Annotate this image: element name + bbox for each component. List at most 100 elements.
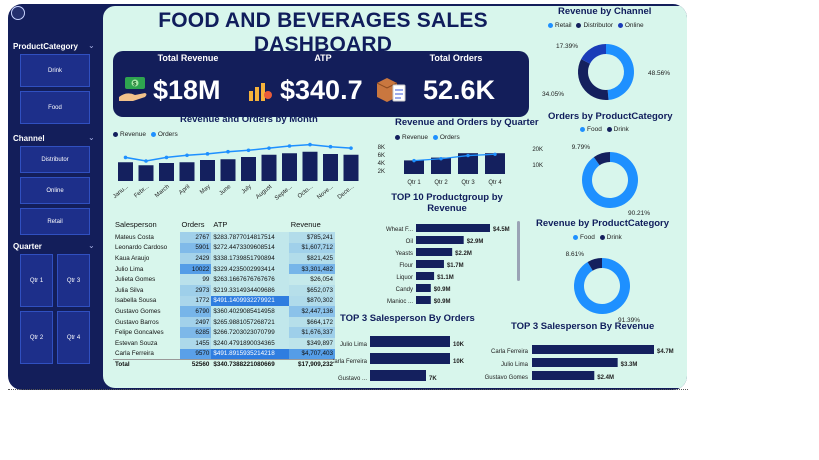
category-label: Gustavo Gomes — [485, 375, 528, 381]
slicer-food-button[interactable]: Food — [20, 91, 90, 124]
revenue-bar — [138, 165, 154, 181]
x-tick-label: Qtr 4 — [488, 180, 502, 186]
orders-point — [246, 148, 251, 153]
table-row[interactable]: Isabella Sousa 1772 $491.1409932279921 $870… — [113, 295, 335, 307]
orders-point — [267, 146, 271, 150]
chart-legend: Revenue Orders — [392, 134, 460, 141]
slicer-distributor-button[interactable]: Distributor — [20, 146, 90, 173]
legend-swatch — [548, 22, 553, 28]
table-row[interactable]: Carla Ferreira 9570 $491.8915935214218 $4,7… — [113, 348, 335, 360]
orders-point — [412, 158, 416, 163]
data-label: $4.5M — [493, 227, 510, 233]
donut-slice — [578, 59, 609, 100]
table-cell: Estevan Souza — [115, 339, 158, 347]
table-cell: $652,073 — [288, 284, 335, 296]
orders-point — [466, 153, 470, 158]
revenue-bar — [261, 154, 277, 181]
revenue-bar — [159, 163, 174, 181]
column-header[interactable]: ATP — [213, 220, 228, 229]
chevron-down-icon[interactable]: ⌄ — [88, 41, 95, 50]
y-tick-label: 6K — [378, 153, 385, 159]
slicer-retail-button[interactable]: Retail — [20, 208, 90, 235]
scrollbar[interactable] — [517, 221, 520, 281]
table-cell: 6285 — [179, 327, 212, 338]
category-label: Julio Lima — [340, 342, 368, 348]
slicer-channel-title: Channel — [13, 134, 45, 143]
chart-top10-productgroup: Wheat F... $4.5M Oil $2.9M Yeasts $2.2M Flour $… — [386, 224, 510, 305]
data-label: $2.9M — [467, 239, 484, 245]
orders-point — [328, 144, 333, 149]
table-row[interactable]: Julieta Gomes 99 $263.1667676767676 $26,054 — [113, 274, 335, 285]
table-row[interactable]: Leonardo Cardoso 5901 $272.4473309608514 $1… — [113, 242, 335, 254]
table-total-cell: Total — [113, 358, 180, 370]
salesperson-table: Salesperson Orders ATP Revenue Mateus Co… — [113, 220, 335, 370]
chevron-down-icon[interactable]: ⌄ — [88, 241, 95, 250]
order-box-icon — [376, 78, 406, 102]
orders-point — [185, 153, 189, 158]
chart-revenue-by-category: 91.39% 8.61% — [566, 251, 641, 324]
column-header[interactable]: Revenue — [290, 220, 321, 229]
kpi-card-group: Total Revenue ATP Total Orders $ $18M $3… — [113, 51, 529, 117]
x-tick-label: Qtr 1 — [407, 180, 421, 186]
donut-slice — [606, 44, 634, 100]
table-row[interactable]: Gustavo Gomes 6790 $360.4029085414958 $2,44… — [113, 306, 335, 317]
legend-swatch — [573, 234, 578, 240]
donut-slice — [574, 258, 630, 314]
data-label: $3.3M — [621, 362, 638, 368]
table-row[interactable]: Gustavo Barros 2497 $265.9881057268721 $664… — [113, 316, 335, 328]
revenue-bar — [458, 153, 478, 174]
table-row[interactable]: Estevan Souza 1455 $240.4791890034365 $349,… — [113, 337, 335, 349]
slicer-qtr1-button[interactable]: Qtr 1 — [20, 254, 53, 307]
svg-text:$: $ — [133, 82, 137, 88]
table-row[interactable]: Julio Lima 10022 $329.4235002993414 $3,301,… — [113, 263, 335, 275]
slicer-online-button[interactable]: Online — [20, 177, 90, 204]
bar — [532, 371, 595, 380]
table-cell: $240.4791890034365 — [211, 337, 289, 349]
table-cell: 6790 — [179, 306, 212, 317]
chart-top3-revenue: Carla Ferreira $4.7M Julio Lima $3.3M Gustav… — [485, 345, 674, 381]
data-label: $2.4M — [597, 375, 614, 381]
table-cell: $263.1667676767676 — [211, 274, 289, 285]
bar — [416, 248, 453, 256]
column-header[interactable]: Salesperson — [115, 220, 157, 229]
slicer-qtr3-button[interactable]: Qtr 3 — [57, 254, 90, 307]
slicer-qtr4-button[interactable]: Qtr 4 — [57, 311, 90, 364]
bar — [370, 336, 450, 347]
revenue-bar — [241, 157, 256, 181]
donut-slice — [581, 44, 606, 64]
chart-revenue-orders-quarter: 8K 6K 4K 2K 20K 10K Qtr 1 Qtr 2 Qtr 3 Qtr 4 — [378, 145, 543, 186]
x-tick-label: Febr... — [133, 184, 150, 200]
chart-title: Revenue and Orders by Quarter — [395, 117, 539, 128]
kpi-orders-value: 52.6K — [423, 75, 496, 105]
data-label: 90.21% — [628, 210, 650, 217]
table-row[interactable]: Julia Silva 2973 $219.3314934409686 $652,07… — [113, 284, 335, 296]
x-tick-label: Dece... — [337, 184, 356, 201]
category-label: Oil — [406, 239, 413, 245]
chart-title: Revenue by ProductCategory — [536, 218, 670, 229]
chart-legend: Revenue Orders — [110, 131, 178, 138]
y-tick-label: 8K — [378, 145, 385, 151]
table-cell: $1,607,712 — [288, 242, 335, 254]
table-cell: $491.1409932279921 — [211, 295, 289, 307]
chevron-down-icon[interactable]: ⌄ — [88, 133, 95, 142]
table-cell: Julia Silva — [115, 286, 144, 294]
table-cell: 1455 — [179, 337, 212, 349]
table-row[interactable]: Mateus Costa 2767 $283.7877014817514 $785,2… — [113, 232, 335, 243]
orders-point — [287, 144, 292, 148]
legend-revenue: Revenue — [120, 131, 147, 138]
table-cell: 2497 — [179, 316, 212, 328]
kpi-orders-label: Total Orders — [429, 53, 483, 63]
table-cell: $265.9881057268721 — [211, 316, 289, 328]
table-cell: $360.4029085414958 — [211, 306, 289, 317]
orders-point — [123, 155, 128, 160]
revenue-bar — [323, 154, 338, 181]
table-row[interactable]: Kaua Araujo 2429 $338.1739851790894 $821,42… — [113, 253, 335, 264]
column-header[interactable]: Orders — [181, 220, 205, 229]
table-cell: $664,172 — [288, 316, 335, 328]
table-row[interactable]: Felipe Goncalves 6285 $266.7203023070799 $1… — [113, 327, 335, 338]
category-label: Flour — [399, 263, 413, 269]
table-cell: 2973 — [179, 284, 212, 296]
slicer-qtr2-button[interactable]: Qtr 2 — [20, 311, 53, 364]
slicer-drink-button[interactable]: Drink — [20, 54, 90, 87]
orders-point — [205, 152, 210, 156]
